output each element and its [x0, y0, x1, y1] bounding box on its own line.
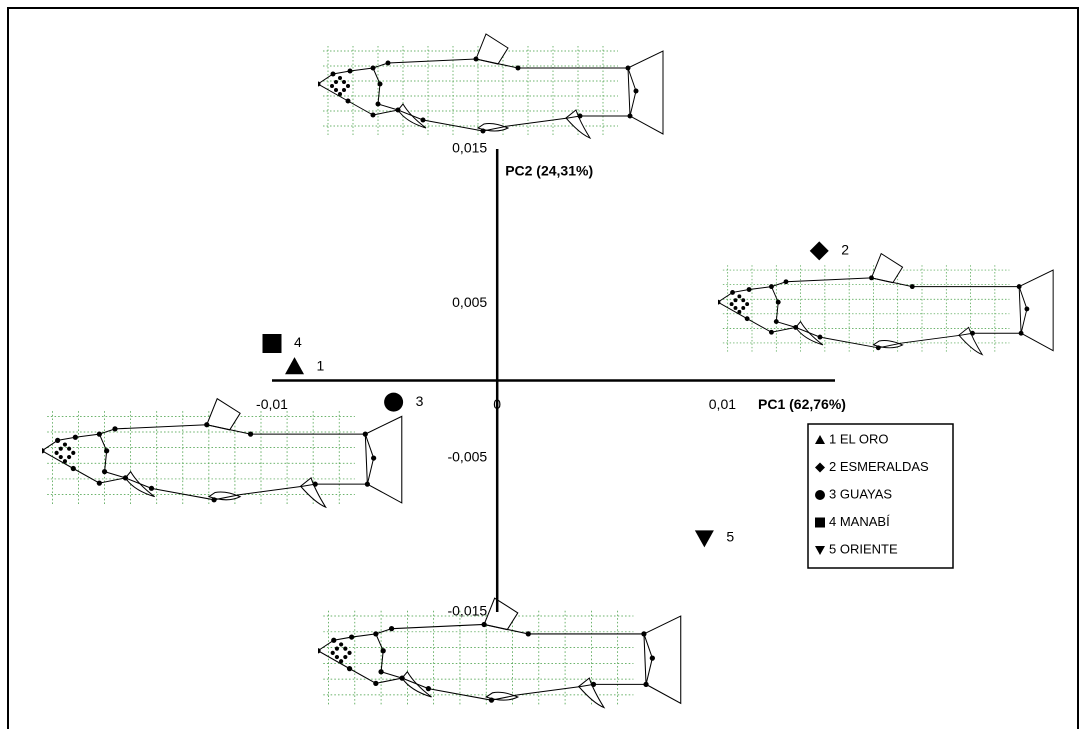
legend-marker [815, 546, 825, 555]
fish-bottom [318, 597, 682, 709]
point-label: 3 [416, 393, 424, 409]
legend-marker [815, 517, 825, 528]
legend-label: 3 GUAYAS [829, 486, 892, 501]
point-label: 4 [294, 334, 302, 350]
x-tick-label: 0 [493, 396, 501, 412]
legend-label: 2 ESMERALDAS [829, 459, 929, 474]
fish-top [318, 33, 664, 139]
point-label: 5 [726, 529, 734, 545]
x-tick-label: -0,01 [256, 396, 288, 412]
legend-marker [815, 462, 825, 473]
point-label: 1 [317, 357, 325, 373]
y-tick-label: 0,005 [452, 294, 487, 310]
frame [7, 7, 1079, 734]
legend-marker [815, 490, 825, 500]
fish-right [718, 253, 1054, 356]
legend-marker [815, 435, 825, 444]
y-axis-title: PC2 (24,31%) [505, 163, 593, 179]
legend-box [807, 423, 954, 569]
legend-label: 5 ORIENTE [829, 541, 898, 556]
point [384, 392, 404, 412]
y-tick-label: -0,005 [447, 448, 487, 464]
y-tick-label: 0,015 [452, 140, 487, 156]
point-label: 2 [841, 242, 849, 258]
point [285, 357, 305, 375]
legend-label: 4 MANABÍ [829, 514, 890, 529]
point [262, 333, 282, 353]
point [694, 530, 714, 548]
fish-left [42, 398, 403, 508]
x-tick-label: 0,01 [709, 396, 736, 412]
legend-label: 1 EL ORO [829, 431, 888, 446]
point [809, 241, 829, 261]
x-axis-title: PC1 (62,76%) [758, 396, 846, 412]
y-tick-label: -0,015 [447, 603, 487, 619]
